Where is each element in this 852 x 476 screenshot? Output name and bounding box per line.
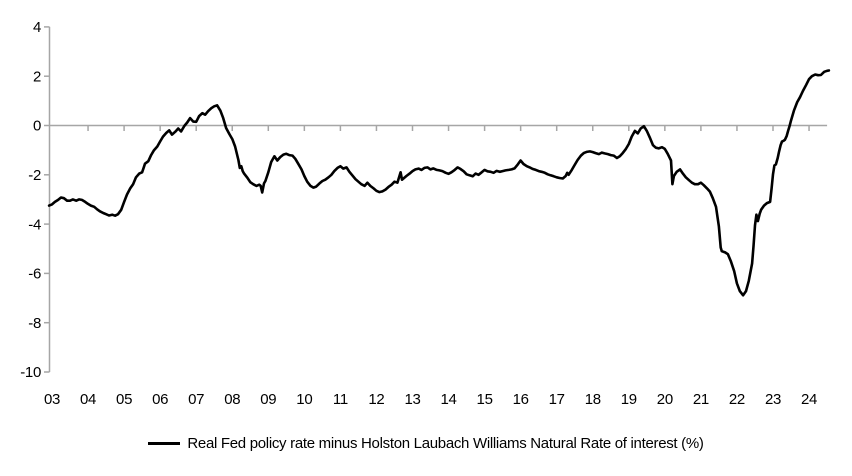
legend-line-swatch: [148, 441, 181, 445]
y-axis-tick-label: -4: [28, 216, 41, 233]
x-axis-tick-label: 12: [368, 391, 384, 408]
x-axis-tick-label: 08: [224, 391, 240, 408]
x-axis-tick-label: 22: [729, 391, 745, 408]
x-axis-tick-label: 16: [513, 391, 529, 408]
y-axis-tick-label: -8: [28, 315, 41, 332]
chart-legend: Real Fed policy rate minus Holston Lauba…: [0, 432, 852, 454]
y-axis-tick-label: 0: [33, 118, 41, 135]
x-axis-tick-label: 07: [188, 391, 204, 408]
x-axis-tick-label: 23: [765, 391, 781, 408]
x-axis-tick-label: 11: [333, 391, 348, 408]
x-axis-tick-label: 10: [296, 391, 312, 408]
y-axis-tick-label: -2: [28, 167, 41, 184]
x-axis-tick-label: 04: [80, 391, 96, 408]
x-axis-tick-label: 15: [477, 391, 493, 408]
x-axis-tick-label: 19: [621, 391, 637, 408]
x-axis-tick-label: 21: [693, 391, 709, 408]
x-axis-tick-label: 17: [549, 391, 565, 408]
legend-label: Real Fed policy rate minus Holston Lauba…: [187, 434, 704, 452]
y-axis-tick-label: -10: [20, 364, 41, 381]
x-axis-tick-label: 03: [44, 391, 60, 408]
data-series-line: [47, 69, 831, 297]
x-axis-tick-label: 14: [441, 391, 457, 408]
x-axis-tick-label: 20: [657, 391, 673, 408]
x-axis-tick-label: 13: [404, 391, 420, 408]
x-axis-tick-label: 18: [585, 391, 601, 408]
x-axis-tick-label: 05: [116, 391, 132, 408]
x-axis-tick-label: 06: [152, 391, 168, 408]
y-axis-tick-label: 4: [33, 19, 41, 36]
y-axis-tick-label: -6: [28, 266, 41, 283]
x-axis-tick-label: 09: [260, 391, 276, 408]
y-axis-tick-label: 2: [33, 68, 41, 85]
x-axis-tick-label: 24: [801, 391, 817, 408]
